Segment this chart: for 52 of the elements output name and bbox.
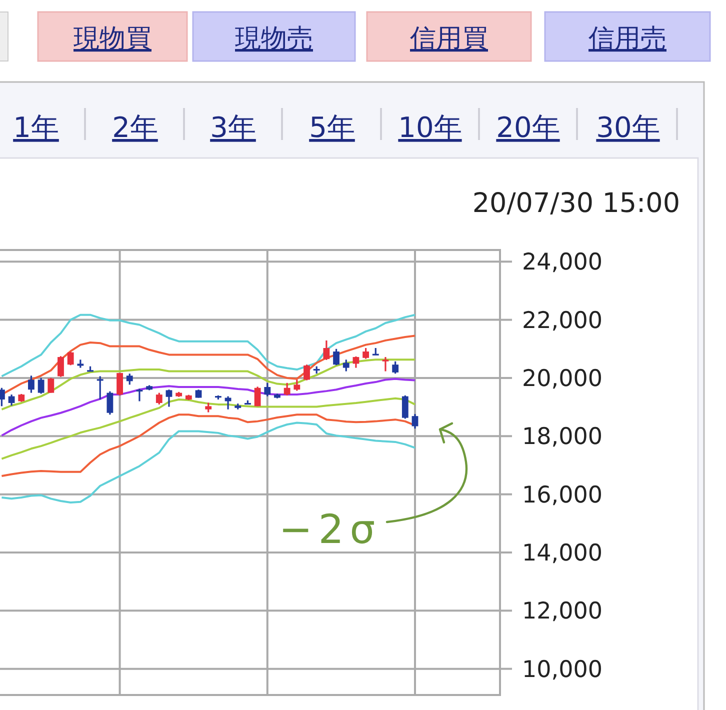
- candlestick: [166, 388, 172, 408]
- candlestick: [342, 358, 350, 372]
- y-tick-label: 22,000: [522, 308, 602, 334]
- candlestick: [48, 377, 54, 394]
- candlestick: [156, 392, 162, 406]
- candlestick: [362, 347, 369, 360]
- candlestick: [254, 386, 261, 407]
- y-tick-label: 24,000: [522, 250, 602, 276]
- candlestick: [382, 356, 389, 372]
- candlestick: [412, 413, 418, 430]
- candlestick: [96, 375, 104, 400]
- y-tick-label: 18,000: [522, 424, 602, 450]
- text: 5年: [309, 111, 355, 144]
- candlestick: [116, 372, 123, 396]
- candlestick: [38, 377, 44, 394]
- y-tick-label: 16,000: [522, 482, 602, 508]
- candlestick: [284, 382, 290, 396]
- line-series: [0, 378, 416, 437]
- line-series: [0, 397, 416, 460]
- candlestick: [106, 390, 114, 416]
- text: 3年: [210, 111, 256, 144]
- y-tick-label: 20,000: [522, 366, 602, 392]
- text: 10年: [398, 111, 462, 144]
- text: 現物買: [74, 24, 152, 54]
- candlestick: [67, 350, 74, 366]
- candlestick: [304, 364, 310, 382]
- candlestick: [323, 340, 330, 361]
- text: 20年: [496, 111, 560, 144]
- candlestick: [8, 394, 15, 406]
- text: 20/07/30 15:00: [472, 188, 680, 219]
- text: 現物売: [235, 24, 313, 54]
- text: 信用買: [410, 24, 488, 54]
- candlestick: [264, 382, 271, 398]
- line-series: [0, 422, 416, 504]
- candlestick: [126, 372, 133, 386]
- text: 30年: [596, 111, 660, 144]
- text: 信用売: [588, 24, 666, 54]
- candlestick: [28, 374, 34, 394]
- y-tick-label: 12,000: [522, 598, 602, 625]
- text: 2年: [112, 111, 158, 144]
- candlestick: [294, 378, 300, 392]
- candlestick: [333, 348, 340, 366]
- candlestick: [205, 402, 212, 414]
- y-tick-label: 10,000: [522, 656, 602, 683]
- y-tick-label: 14,000: [522, 540, 602, 566]
- text: 1年: [13, 111, 59, 144]
- candlestick: [352, 356, 360, 369]
- candlestick: [58, 355, 64, 378]
- candlestick: [392, 360, 399, 374]
- candlestick: [402, 394, 408, 420]
- annotation: −2σ: [278, 507, 382, 553]
- line-series: [0, 314, 416, 378]
